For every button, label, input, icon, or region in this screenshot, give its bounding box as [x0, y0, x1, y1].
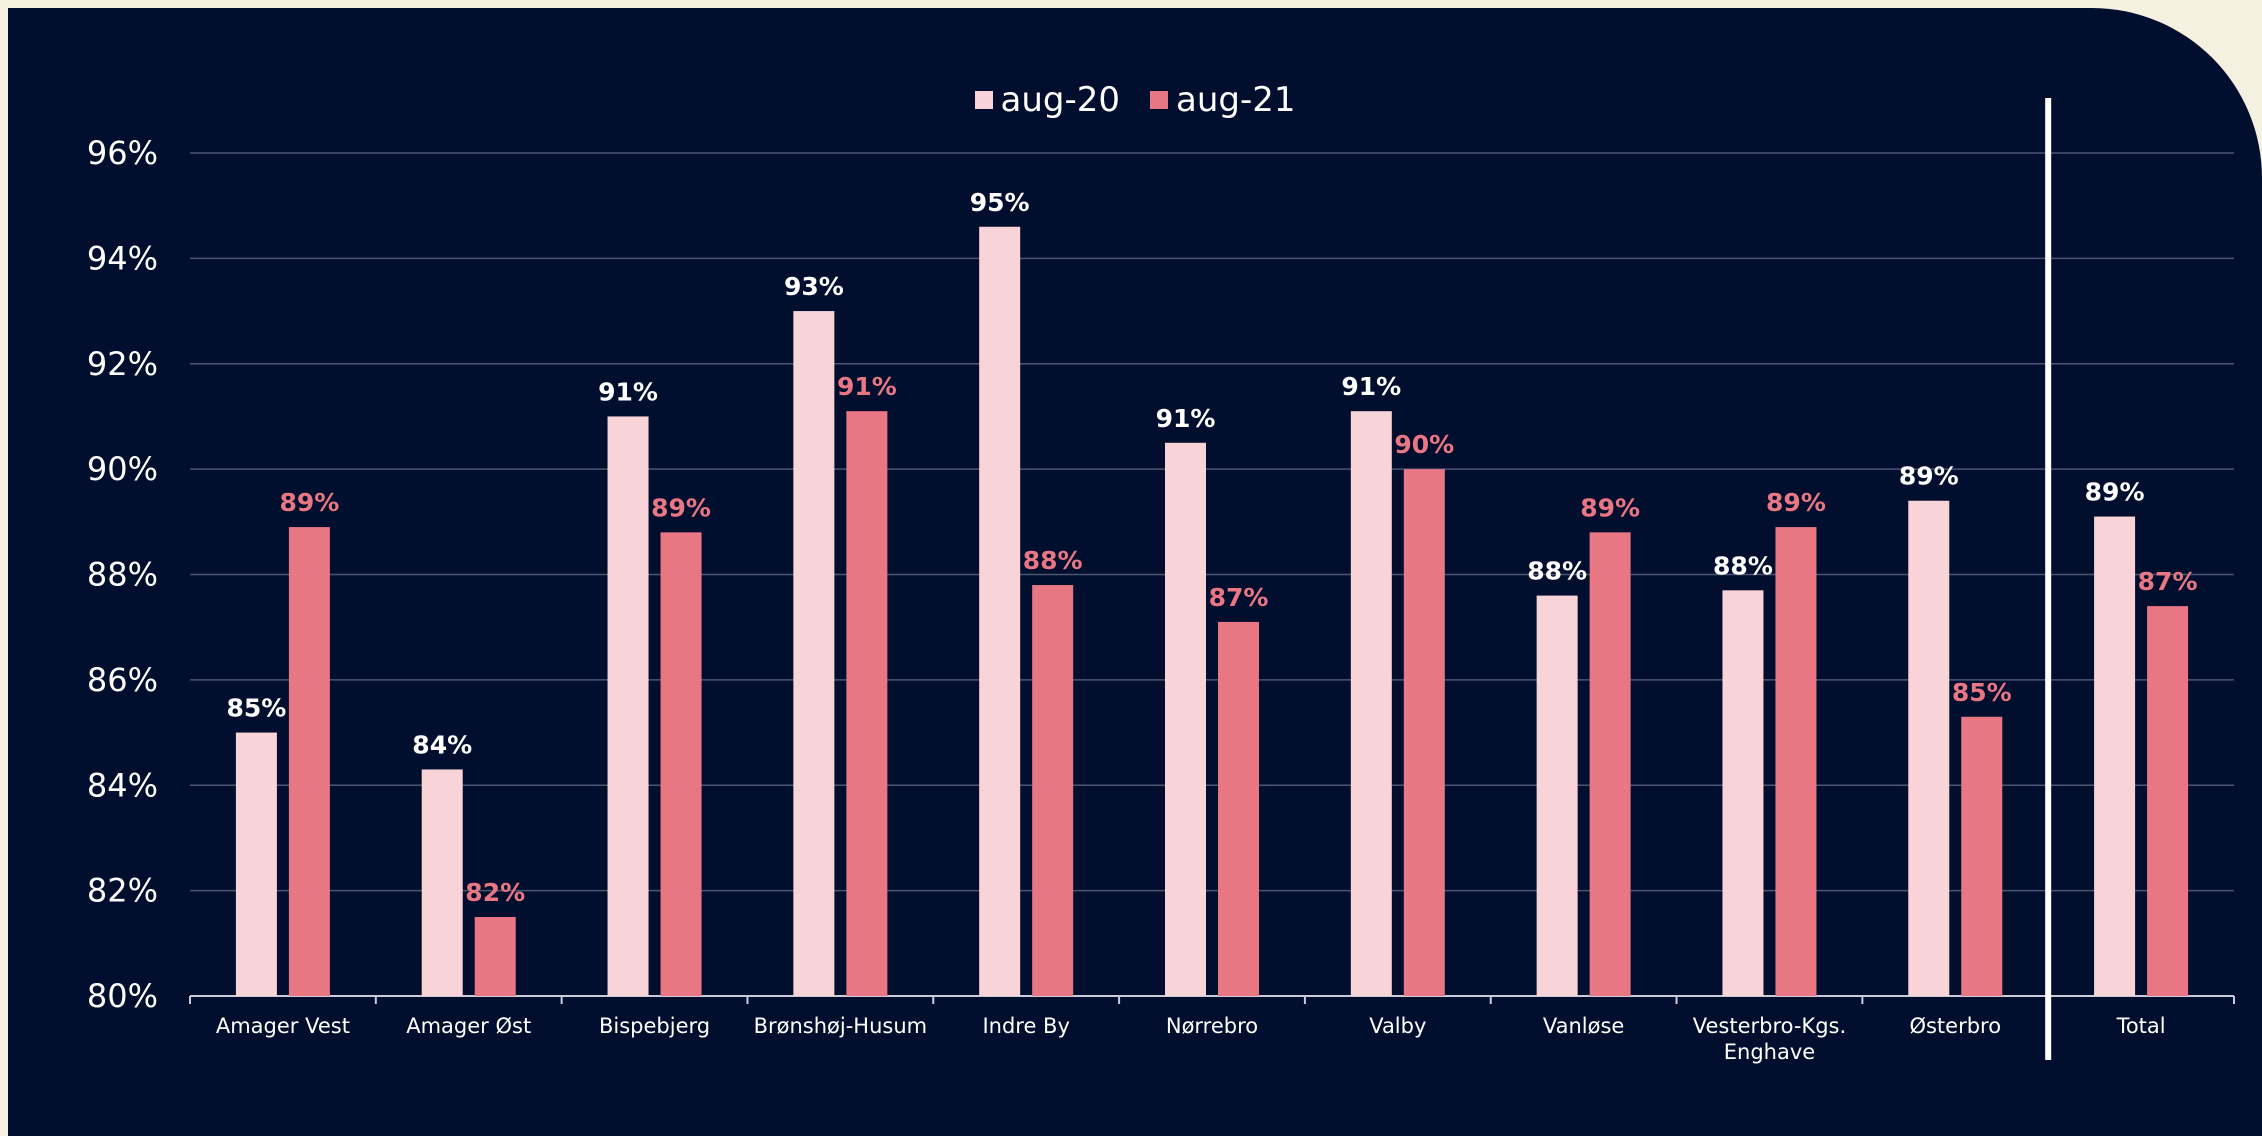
data-label: 89% — [279, 488, 339, 517]
x-tick-label: Nørrebro — [1166, 1014, 1258, 1038]
bar — [2147, 606, 2189, 996]
y-tick-label: 92% — [87, 345, 158, 383]
x-tick-label: Vanløse — [1543, 1014, 1624, 1038]
y-tick-label: 84% — [87, 766, 158, 804]
bar — [2094, 516, 2136, 996]
x-tick-label: Amager Vest — [216, 1014, 350, 1038]
legend: aug-20 aug-21 — [8, 80, 2262, 120]
bar — [1032, 585, 1074, 996]
legend-item-aug-21: aug-21 — [1150, 80, 1296, 120]
data-label: 91% — [598, 377, 658, 406]
bar — [1908, 500, 1950, 996]
bar — [235, 732, 277, 996]
data-label: 85% — [1952, 678, 2012, 707]
x-tick-label: Østerbro — [1909, 1014, 2001, 1038]
data-label: 87% — [2138, 567, 2198, 596]
bar — [1589, 532, 1631, 996]
data-label: 91% — [1156, 404, 1216, 433]
data-label: 91% — [837, 372, 897, 401]
y-tick-label: 90% — [87, 450, 158, 488]
bar — [288, 527, 330, 996]
data-label: 89% — [1580, 493, 1640, 522]
legend-swatch-aug-21 — [1150, 91, 1168, 109]
bar — [1775, 527, 1817, 996]
data-label: 89% — [1899, 462, 1959, 491]
y-tick-label: 88% — [87, 556, 158, 594]
bar — [607, 416, 649, 996]
legend-swatch-aug-20 — [974, 91, 993, 109]
data-label: 82% — [465, 878, 525, 907]
bar — [1218, 621, 1259, 996]
bar — [421, 769, 463, 996]
y-tick-label: 94% — [87, 239, 158, 277]
x-tick-label: Indre By — [982, 1014, 1069, 1038]
bar — [1536, 595, 1578, 996]
x-tick-label: Enghave — [1724, 1040, 1815, 1064]
bar — [1350, 411, 1392, 996]
data-label: 89% — [651, 493, 711, 522]
data-label: 84% — [412, 730, 472, 759]
x-tick-label: Amager Øst — [406, 1014, 531, 1038]
bar — [1722, 590, 1764, 996]
data-label: 89% — [2085, 478, 2145, 507]
x-tick-label: Bispebjerg — [599, 1014, 710, 1038]
data-label: 87% — [1209, 583, 1269, 612]
legend-label-aug-20: aug-20 — [1000, 80, 1121, 120]
bar — [793, 311, 835, 996]
x-tick-label: Valby — [1369, 1014, 1426, 1038]
data-label: 85% — [226, 694, 286, 723]
data-label: 89% — [1766, 488, 1826, 517]
legend-label-aug-21: aug-21 — [1176, 80, 1296, 120]
chart-panel: aug-20 aug-21 80% 82% 84% 86% 88% 90% 92% 94% 96… — [8, 8, 2262, 1136]
data-label: 90% — [1394, 430, 1454, 459]
bar — [474, 916, 516, 996]
y-tick-label: 96% — [87, 134, 158, 172]
y-tick-label: 82% — [87, 872, 158, 910]
legend-item-aug-20: aug-20 — [974, 80, 1121, 120]
data-label: 88% — [1023, 546, 1083, 575]
bar — [660, 532, 702, 996]
bar — [979, 226, 1021, 996]
data-label: 88% — [1713, 551, 1773, 580]
bar — [1165, 442, 1206, 996]
x-tick-label: Total — [2116, 1014, 2166, 1038]
bar — [1403, 469, 1445, 996]
data-label: 95% — [970, 188, 1030, 217]
y-tick-label: 80% — [87, 977, 158, 1015]
x-tick-label: Vesterbro-Kgs. — [1693, 1014, 1846, 1038]
bar — [846, 411, 888, 996]
data-label: 93% — [784, 272, 844, 301]
data-label: 88% — [1527, 557, 1587, 586]
bar-chart: 80% 82% 84% 86% 88% 90% 92% 94% 96% 85% 89% Amager … — [87, 98, 2235, 1064]
bar — [1961, 716, 2003, 996]
data-label: 91% — [1341, 372, 1401, 401]
x-tick-label: Brønshøj-Husum — [754, 1014, 928, 1038]
y-tick-label: 86% — [87, 661, 158, 699]
